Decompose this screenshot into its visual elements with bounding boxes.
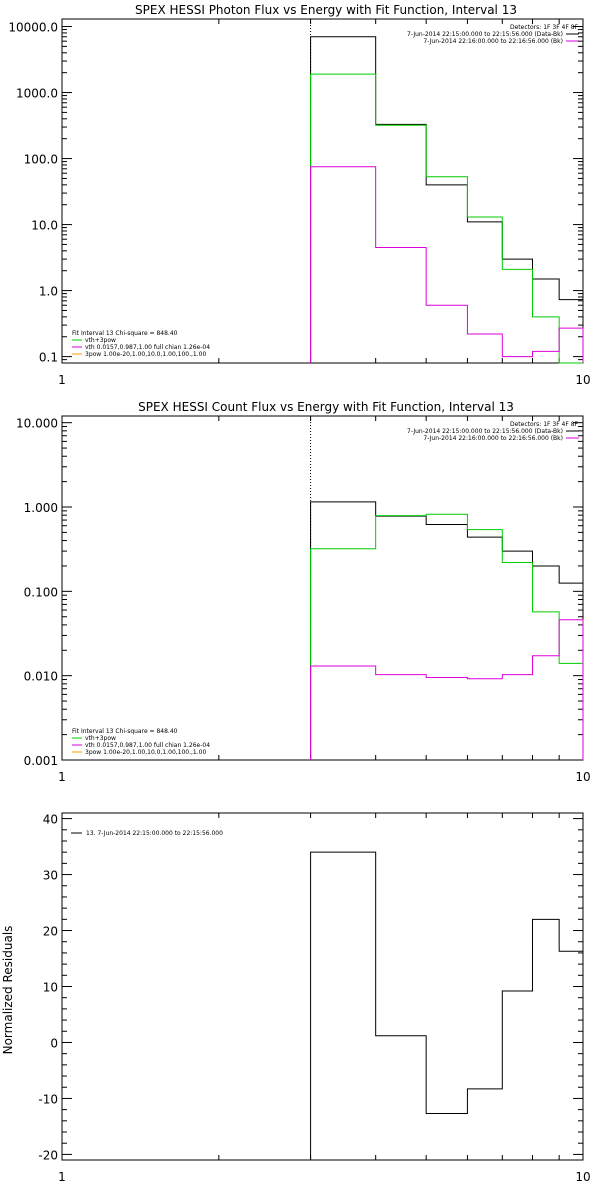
- photon-series-data: [310, 36, 584, 363]
- count-ytick-label: 1.000: [24, 501, 58, 515]
- residuals-ytick-label: -10: [38, 1092, 58, 1106]
- photon-flux-title: SPEX HESSI Photon Flux vs Energy with Fi…: [135, 3, 517, 17]
- photon-series-total: [310, 73, 583, 364]
- count-legend-header: Detectors: 1F 3F 4F 8F: [510, 421, 579, 428]
- photon-xtick-label: 1: [58, 373, 66, 387]
- count-plot: 0.001 0.010 0.100 1.000 10.000 1 10: [16, 415, 591, 784]
- photon-ytick-label: 0.1: [39, 351, 58, 365]
- residuals-ytick-label: -20: [38, 1148, 58, 1162]
- count-fit-header: Fit Interval 13 Chi-square = 848.40: [72, 728, 178, 735]
- photon-fit-vth-label: vth 0.0157,0.987,1.00 full chian 1.26e-0…: [85, 344, 210, 351]
- residuals-xtick-label: 1: [58, 1170, 66, 1184]
- residuals-series-data: [310, 851, 584, 1160]
- count-series-data: [310, 501, 584, 760]
- photon-fit-3pow-label: 3pow 1.00e-20,1.00,10.0,1.00,100.,1.00: [85, 351, 206, 358]
- count-ytick-label: 10.000: [16, 417, 58, 431]
- residuals-legend-label: 13. 7-Jun-2014 22:15:00.000 to 22:15:56.…: [86, 830, 223, 837]
- count-ytick-label: 0.010: [24, 670, 58, 684]
- residuals-ytick-label: 40: [43, 813, 58, 827]
- count-fit-vth-label: vth 0.0157,0.987,1.00 full chian 1.26e-0…: [85, 742, 210, 749]
- photon-ytick-label: 10000.0: [8, 21, 58, 35]
- count-fit-3pow-label: 3pow 1.00e-20,1.00,10.0,1.00,100.,1.00: [85, 749, 206, 756]
- photon-plot: 0.1 1.0 10.0 100.0 1000.0 10000.0 1 10: [8, 18, 591, 387]
- count-xtick-label: 1: [58, 770, 66, 784]
- photon-fit-header: Fit Interval 13 Chi-square = 848.40: [72, 330, 178, 337]
- residuals-ytick-label: 20: [43, 925, 58, 939]
- residuals-ytick-label: 30: [43, 869, 58, 883]
- photon-flux-panel: SPEX HESSI Photon Flux vs Energy with Fi…: [72, 3, 579, 358]
- count-legend-bk-label: 7-Jun-2014 22:16:00.000 to 22:16:56.000 …: [423, 435, 563, 442]
- residuals-ytick-label: 0: [50, 1036, 58, 1050]
- residuals-plot: -20 -10 0 10 20 30 40 1 10: [38, 812, 591, 1184]
- photon-legend-data-label: 7-Jun-2014 22:15:00.000 to 22:15:56.000 …: [407, 31, 563, 38]
- residuals-panel: Normalized Residuals 13. 7-Jun-2014 22:1…: [1, 830, 223, 1054]
- count-flux-panel: SPEX HESSI Count Flux vs Energy with Fit…: [72, 400, 579, 756]
- photon-legend-bk-label: 7-Jun-2014 22:16:00.000 to 22:16:56.000 …: [423, 38, 563, 45]
- residuals-ytick-label: 10: [43, 981, 58, 995]
- photon-axes-box: [61, 18, 584, 364]
- photon-ytick-label: 100.0: [24, 153, 58, 167]
- photon-ytick-label: 10.0: [31, 219, 58, 233]
- photon-legend-header: Detectors: 1F 3F 4F 8F: [510, 24, 579, 31]
- photon-ytick-label: 1.0: [39, 285, 58, 299]
- count-ytick-label: 0.001: [24, 754, 58, 768]
- photon-ytick-label: 1000.0: [16, 87, 58, 101]
- photon-xtick-label: 10: [575, 373, 590, 387]
- photon-series-background: [310, 166, 584, 363]
- residuals-axes-box: [61, 812, 584, 1161]
- count-series-background: [310, 619, 584, 760]
- count-xtick-label: 10: [575, 770, 590, 784]
- count-ytick-label: 0.100: [24, 585, 58, 599]
- residuals-ylabel: Normalized Residuals: [1, 926, 15, 1055]
- residuals-xtick-label: 10: [575, 1170, 590, 1184]
- count-axes-box: [61, 415, 584, 761]
- photon-fit-total-label: vth+3pow: [85, 337, 116, 344]
- count-series-total: [310, 513, 584, 760]
- count-flux-title: SPEX HESSI Count Flux vs Energy with Fit…: [138, 400, 514, 414]
- count-fit-total-label: vth+3pow: [85, 735, 116, 742]
- count-legend-data-label: 7-Jun-2014 22:15:00.000 to 22:15:56.000 …: [407, 428, 563, 435]
